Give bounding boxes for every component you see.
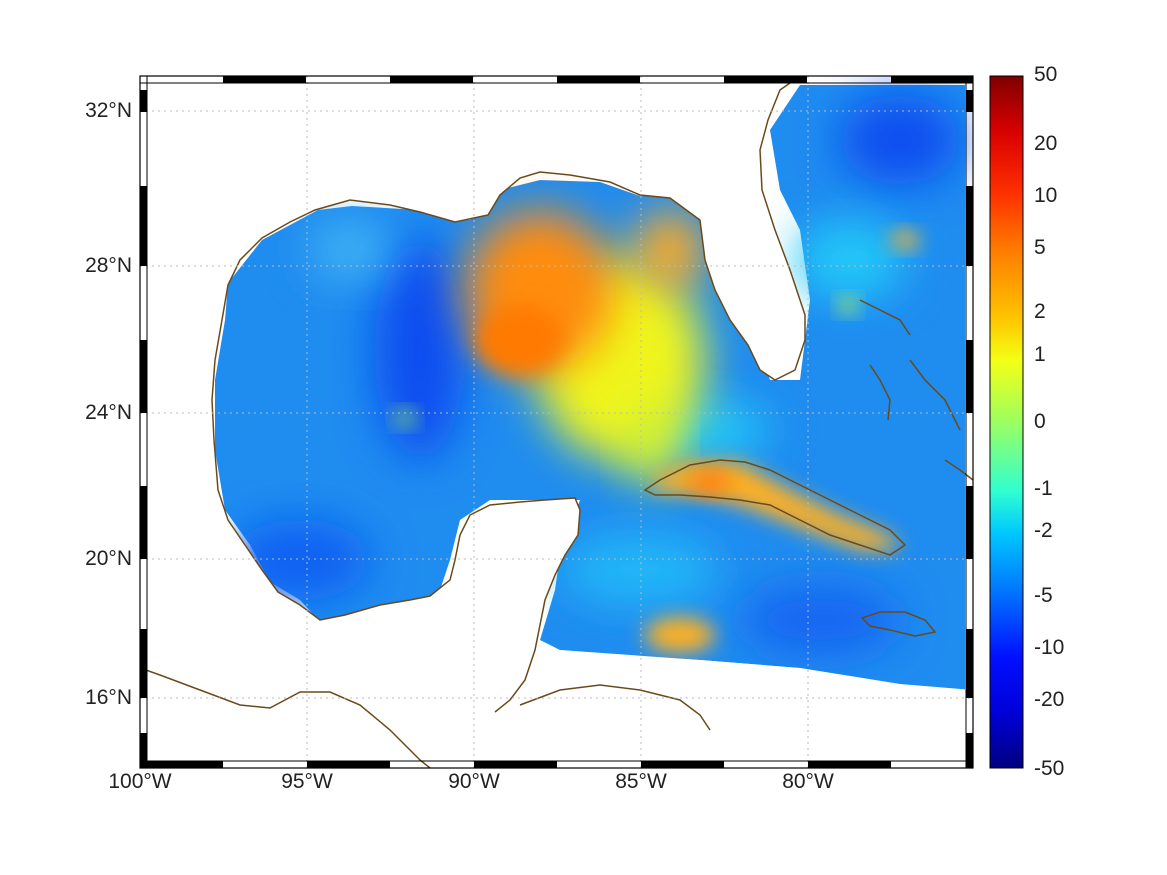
colorbar-label: 0 [1034,410,1046,433]
green-spot-bahamas [839,297,857,313]
graticule [140,76,973,768]
coast-bahamas [859,299,961,431]
lon-label-90w: 90°W [448,770,500,793]
lat-label-20n: 20°N [85,547,132,570]
green-spot-gulf [395,410,415,426]
land-north-america [140,76,805,650]
cyan-zone-atlantic [795,220,905,300]
colorbar-label: 2 [1034,300,1046,323]
yellow-spot-honduras [645,617,715,653]
colorbar-label: -20 [1034,688,1065,711]
map-frame [139,75,974,769]
colorbar-label: -10 [1034,636,1065,659]
ocean-data-field [140,76,973,768]
colorbar-label: -1 [1034,477,1053,500]
land-central-america [140,650,973,768]
deep-blue-atlantic [840,95,960,185]
lon-label-95w: 95°W [281,770,333,793]
coast-pacific [140,667,431,768]
colorbar-label: 20 [1034,132,1058,155]
coast-cuba [643,459,907,556]
colorbar-label: 5 [1034,236,1046,259]
coast-jamaica [860,611,937,637]
colorbar-label: -2 [1034,519,1053,542]
yellow-spot-atlantic [891,231,919,249]
cyan-zone-north [310,220,390,280]
colorbar-label: -5 [1034,584,1053,607]
yellow-tongue [625,395,675,485]
lat-label-24n: 24°N [85,401,132,424]
cuba-orange-spot [688,470,732,494]
cyan-zone-caribbean [560,535,720,605]
coast-hispaniola [944,459,973,481]
lon-label-85w: 85°W [615,770,667,793]
lat-label-32n: 32°N [85,99,132,122]
coast-gulf [211,76,806,713]
orange-core-2 [475,305,565,375]
lat-label-16n: 16°N [85,686,132,709]
coast-honduras [519,684,711,731]
colorbar [989,75,1024,769]
colorbar-label: 10 [1034,184,1058,207]
colorbar-label: -50 [1034,757,1065,780]
orange-east [635,210,705,290]
deep-blue-west [375,240,465,460]
colorbar-label: 1 [1034,343,1046,366]
lon-label-80w: 80°W [782,770,834,793]
colorbar-label: 50 [1034,63,1058,86]
lat-label-28n: 28°N [85,254,132,277]
coastlines [140,76,973,768]
deep-blue-caribbean [740,585,900,655]
lon-label-100w: 100°W [108,770,172,793]
